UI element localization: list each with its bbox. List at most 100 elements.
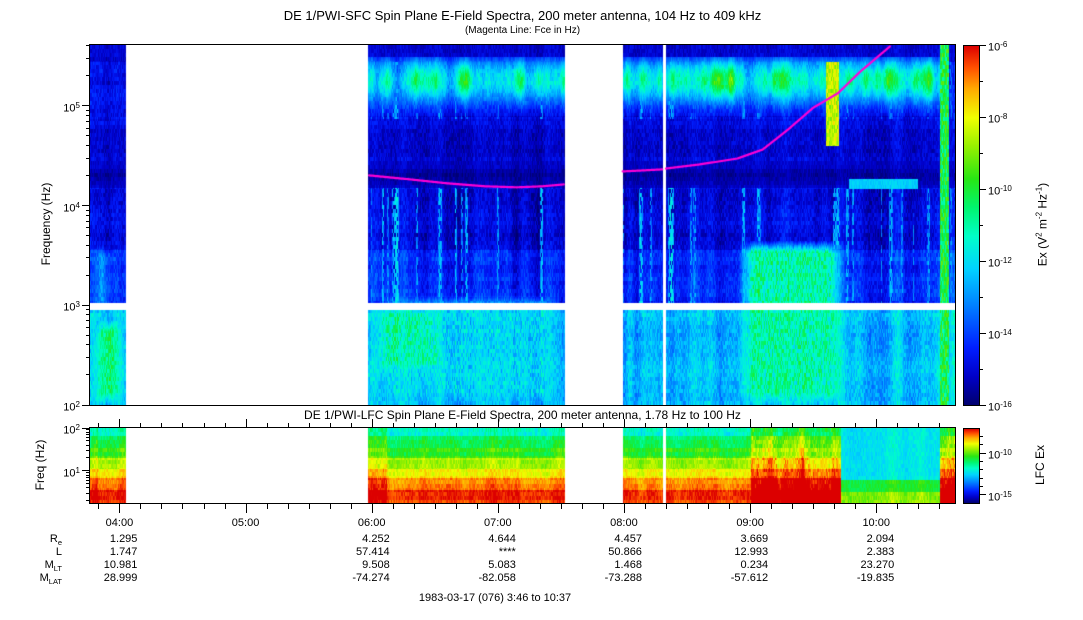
y-axis-minor-tick bbox=[86, 135, 90, 137]
y-axis-minor-tick bbox=[86, 434, 90, 436]
ephemeris-value: 5.083 bbox=[488, 559, 516, 571]
colorbar-minor-tick bbox=[979, 152, 983, 154]
y-axis-tick-label: 102 bbox=[63, 400, 80, 414]
x-axis-minor-tick bbox=[203, 504, 205, 509]
y-axis-tick-label: 102 bbox=[63, 423, 80, 437]
x-axis-minor-tick bbox=[308, 504, 310, 509]
y-axis-minor-tick bbox=[86, 274, 90, 276]
ephemeris-row-label: MLAT bbox=[39, 572, 62, 587]
colorbar-major-tick bbox=[979, 494, 986, 496]
colorbar-minor-tick bbox=[979, 485, 983, 487]
y-axis-minor-tick bbox=[86, 477, 90, 478]
ephemeris-value: 9.508 bbox=[362, 559, 390, 571]
y-axis-tick-label: 104 bbox=[63, 200, 80, 215]
x-axis-hour-label: 04:00 bbox=[105, 517, 134, 529]
y-axis-minor-tick bbox=[86, 175, 90, 177]
x-axis-minor-tick bbox=[266, 504, 268, 509]
ephemeris-value: 4.457 bbox=[614, 533, 642, 545]
x-axis-hour-label: 09:00 bbox=[736, 517, 764, 529]
x-axis-minor-tick-top bbox=[792, 423, 794, 428]
x-axis-minor-tick bbox=[539, 504, 541, 509]
x-axis-hour-label: 08:00 bbox=[610, 517, 638, 529]
sfc-colorbar-label: Ex (V2 m-2 Hz-1) bbox=[1034, 182, 1050, 267]
x-axis-minor-tick-top bbox=[581, 423, 583, 428]
x-axis-minor-tick-top bbox=[729, 423, 731, 428]
colorbar-major-tick bbox=[979, 188, 986, 190]
x-axis-minor-tick bbox=[413, 504, 415, 509]
y-axis-minor-tick bbox=[86, 120, 90, 122]
x-axis-minor-tick bbox=[140, 504, 142, 509]
x-axis-major-tick bbox=[497, 504, 499, 513]
colorbar-tick-label: 10-10 bbox=[988, 448, 1012, 462]
ephemeris-value: -73.288 bbox=[604, 572, 642, 584]
ephemeris-value: 1.747 bbox=[109, 546, 138, 558]
ephemeris-value: 57.414 bbox=[356, 546, 390, 558]
x-axis-minor-tick-top bbox=[413, 423, 415, 428]
ephemeris-value: 10.981 bbox=[103, 559, 138, 571]
x-axis-minor-tick-top bbox=[665, 423, 667, 428]
x-axis-minor-tick-top bbox=[518, 423, 520, 428]
x-axis-minor-tick-top bbox=[161, 423, 163, 428]
x-axis-minor-tick bbox=[792, 504, 794, 509]
x-axis-major-tick bbox=[876, 504, 878, 513]
x-axis-minor-tick-top bbox=[203, 423, 205, 428]
x-axis-minor-tick-top bbox=[834, 423, 836, 428]
y-axis-minor-tick bbox=[86, 356, 90, 358]
colorbar-major-tick bbox=[979, 452, 986, 454]
ephemeris-row-label: Re bbox=[49, 533, 62, 548]
y-axis-major-tick bbox=[82, 105, 90, 107]
x-axis-minor-tick-top bbox=[266, 423, 268, 428]
x-axis-minor-tick bbox=[98, 504, 100, 509]
colorbar-minor-tick bbox=[979, 460, 983, 462]
y-axis-minor-tick bbox=[86, 220, 90, 222]
x-axis-minor-tick-top bbox=[455, 423, 457, 428]
colorbar-minor-tick bbox=[979, 444, 983, 446]
y-axis-minor-tick bbox=[86, 227, 90, 229]
x-axis-major-tick bbox=[245, 504, 247, 513]
x-axis-minor-tick-top bbox=[539, 423, 541, 428]
x-axis-hour-label: 07:00 bbox=[484, 517, 512, 529]
x-axis-minor-tick-top bbox=[329, 423, 331, 428]
ephemeris-value: -74.274 bbox=[352, 572, 390, 584]
x-axis-minor-tick bbox=[918, 504, 920, 509]
ephemeris-value: **** bbox=[498, 546, 516, 558]
lfc-colorbar-label: LFC Ex bbox=[1033, 445, 1047, 486]
x-axis-hour-label: 06:00 bbox=[357, 517, 386, 529]
ephemeris-value: 1.295 bbox=[109, 533, 138, 545]
colorbar-major-tick bbox=[979, 44, 986, 46]
y-axis-minor-tick bbox=[86, 214, 90, 216]
x-axis-minor-tick-top bbox=[98, 423, 100, 428]
ephemeris-value: 3.669 bbox=[740, 533, 769, 545]
colorbar-tick-label: 10-10 bbox=[988, 184, 1012, 198]
x-axis-major-tick-top bbox=[876, 419, 878, 428]
colorbar-minor-tick bbox=[979, 224, 983, 226]
ephemeris-value: -82.058 bbox=[478, 572, 516, 584]
ephemeris-value: 4.644 bbox=[488, 533, 516, 545]
y-axis-minor-tick bbox=[86, 309, 90, 311]
colorbar-minor-tick bbox=[979, 368, 983, 370]
y-axis-major-tick bbox=[82, 427, 90, 429]
x-axis-minor-tick-top bbox=[897, 423, 899, 428]
y-axis-minor-tick bbox=[86, 127, 90, 129]
ephemeris-value: 50.866 bbox=[608, 546, 642, 558]
ephemeris-row-label: MLT bbox=[44, 559, 62, 574]
y-axis-minor-tick bbox=[86, 474, 90, 476]
x-axis-minor-tick bbox=[813, 504, 815, 509]
ephemeris-value: 12.993 bbox=[734, 546, 769, 558]
x-axis-major-tick-top bbox=[623, 419, 625, 428]
colorbar-tick-label: 10-8 bbox=[988, 112, 1008, 126]
ephemeris-value: -19.835 bbox=[856, 572, 895, 584]
x-axis-minor-tick-top bbox=[855, 423, 857, 428]
x-axis-minor-tick bbox=[939, 504, 941, 509]
y-axis-minor-tick bbox=[86, 437, 90, 438]
ephemeris-value: 23.270 bbox=[860, 559, 895, 571]
y-axis-minor-tick bbox=[86, 57, 90, 59]
x-axis-hour-label: 10:00 bbox=[862, 517, 890, 529]
x-axis-major-tick-top bbox=[497, 419, 499, 428]
ephemeris-value: 0.234 bbox=[740, 559, 769, 571]
colorbar-major-tick bbox=[979, 260, 986, 262]
y-axis-minor-tick bbox=[86, 344, 90, 346]
x-axis-minor-tick-top bbox=[476, 423, 478, 428]
y-axis-minor-tick bbox=[86, 157, 90, 159]
